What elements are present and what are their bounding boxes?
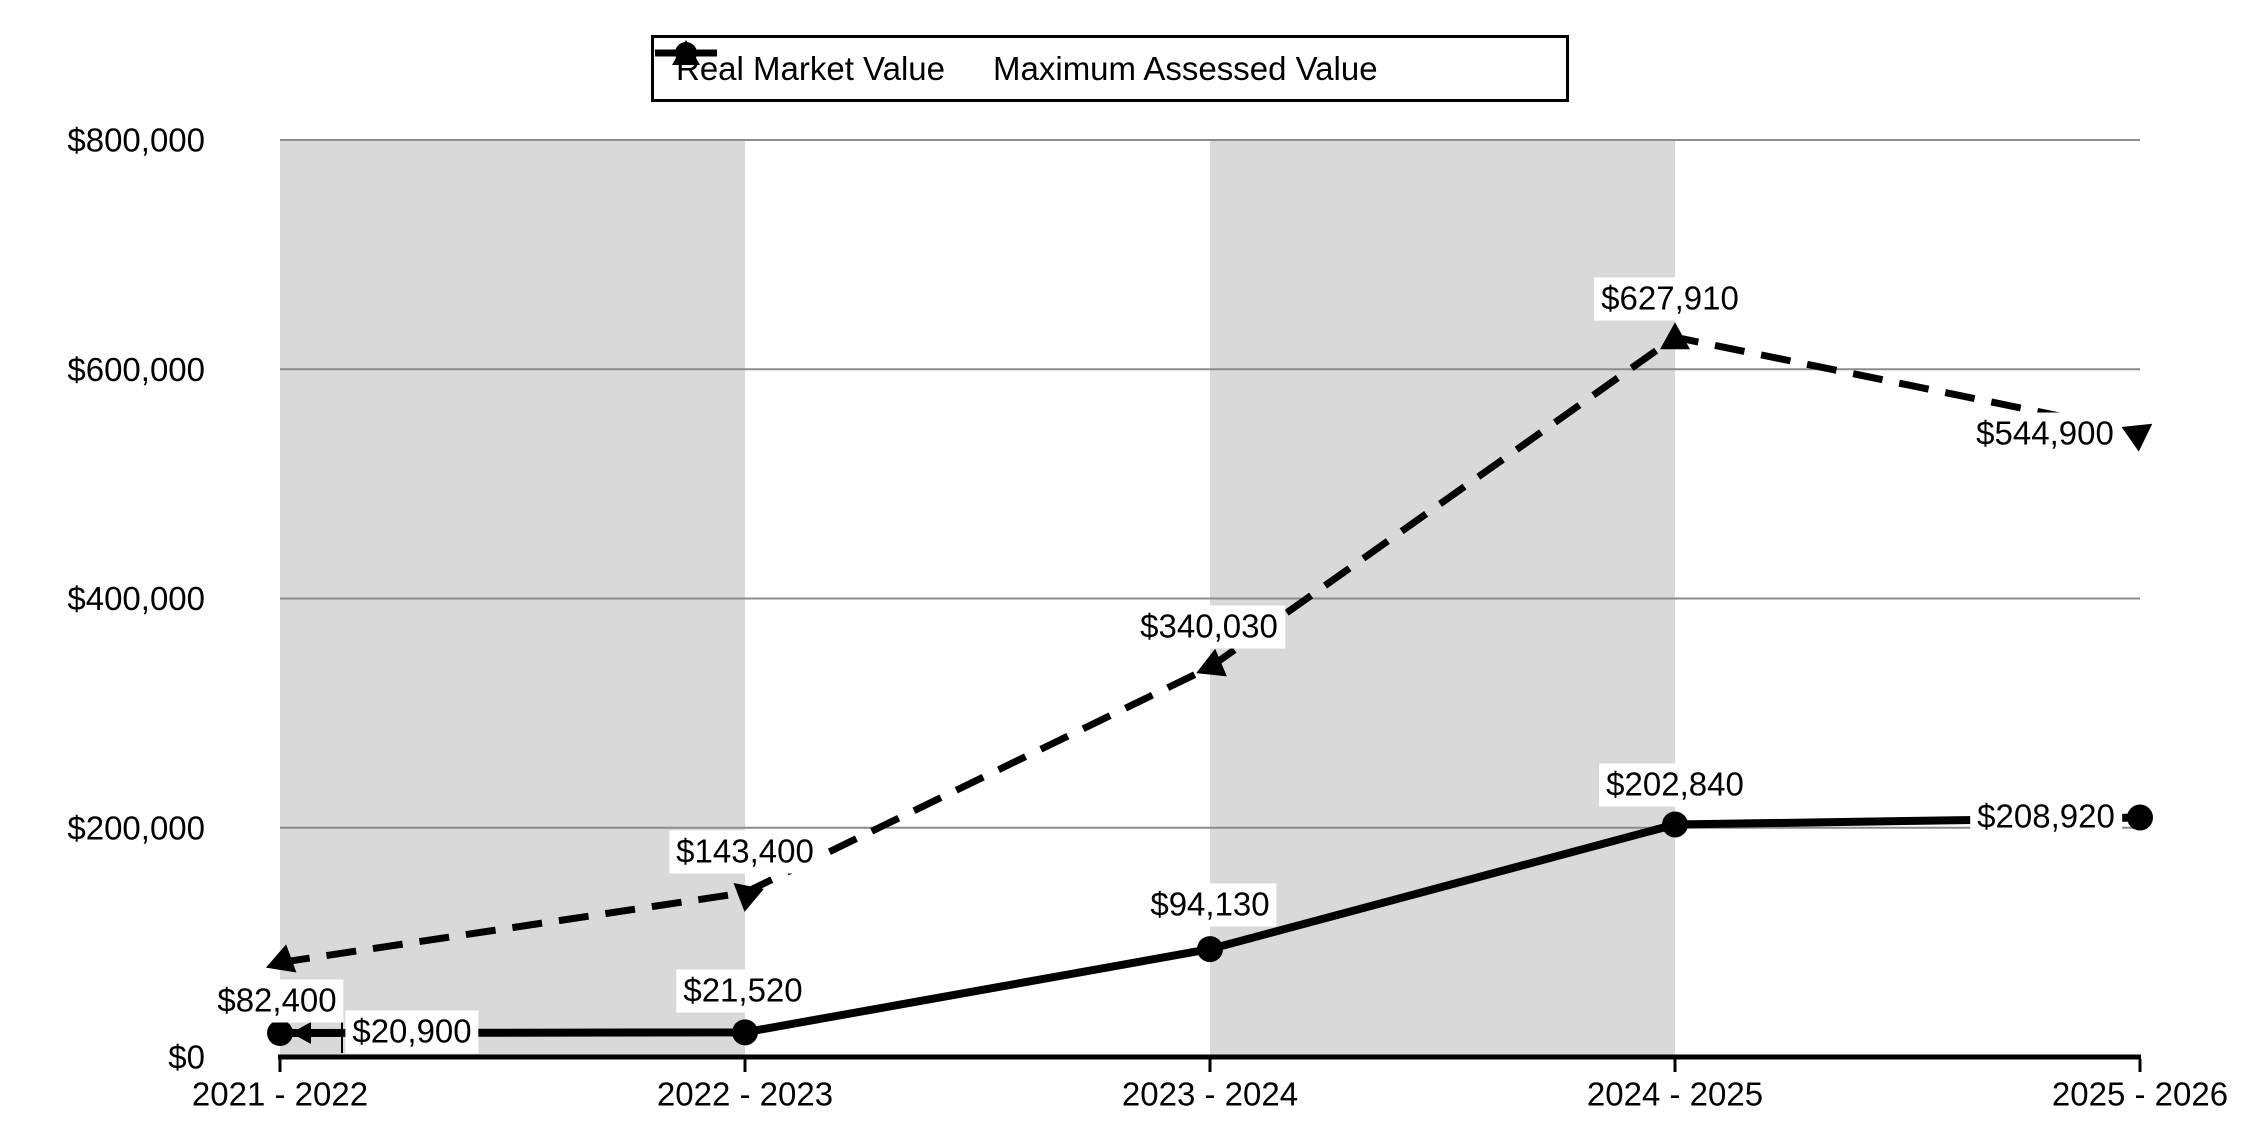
data-label: $340,030 xyxy=(1133,605,1285,649)
maximum-assessed-value-marker xyxy=(2127,804,2153,831)
y-tick-label: $0 xyxy=(168,1039,205,1076)
data-label: $208,920 xyxy=(1970,795,2122,838)
maximum-assessed-value-marker xyxy=(732,1019,758,1046)
data-label: $202,840 xyxy=(1599,764,1751,807)
legend-label-real-market-value: Real Market Value xyxy=(676,49,946,87)
x-tick-label: 2024 - 2025 xyxy=(1587,1076,1763,1113)
x-tick-label: 2021 - 2022 xyxy=(192,1076,368,1113)
real-market-value-marker xyxy=(265,944,297,973)
real-market-value-marker xyxy=(1196,648,1227,677)
x-tick-label: 2025 - 2026 xyxy=(2052,1076,2228,1113)
data-label: $21,520 xyxy=(676,969,810,1013)
legend-item-maximum-assessed-value: Maximum Assessed Value xyxy=(655,42,1378,88)
real-market-value-marker xyxy=(2121,423,2153,452)
x-tick-label: 2023 - 2024 xyxy=(1122,1076,1298,1113)
real-market-value-line xyxy=(279,333,2141,967)
maximum-assessed-value-marker xyxy=(1662,811,1688,838)
data-label: $627,910 xyxy=(1594,277,1746,321)
solid-line-circle-marker-icon xyxy=(655,42,717,64)
data-label: $20,900 xyxy=(345,1010,479,1054)
y-tick-label: $200,000 xyxy=(67,809,205,846)
maximum-assessed-value-marker xyxy=(1197,936,1223,963)
y-tick-label: $400,000 xyxy=(67,580,205,617)
real-market-value-marker xyxy=(733,882,764,912)
chart-legend: Real Market Value Maximum Assessed Value xyxy=(651,35,1569,102)
data-label: $94,130 xyxy=(1143,883,1277,927)
legend-label-maximum-assessed-value: Maximum Assessed Value xyxy=(993,49,1378,87)
maximum-assessed-value-marker xyxy=(267,1020,293,1047)
data-label: $82,400 xyxy=(210,979,344,1023)
data-label: $143,400 xyxy=(669,830,821,874)
data-label: $544,900 xyxy=(1969,412,2121,456)
y-tick-label: $600,000 xyxy=(67,351,205,388)
legend-item-real-market-value: Real Market Value xyxy=(655,40,946,88)
y-tick-label: $800,000 xyxy=(67,122,205,159)
x-tick-label: 2022 - 2023 xyxy=(657,1076,833,1113)
real-market-value-marker xyxy=(1660,322,1690,350)
